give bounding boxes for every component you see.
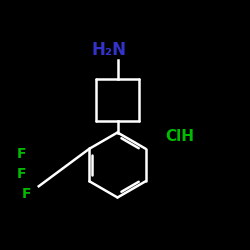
Text: F: F bbox=[16, 167, 26, 181]
Text: H₂N: H₂N bbox=[91, 41, 126, 59]
Text: F: F bbox=[16, 147, 26, 161]
Text: F: F bbox=[22, 187, 31, 201]
Text: ClH: ClH bbox=[166, 129, 194, 144]
